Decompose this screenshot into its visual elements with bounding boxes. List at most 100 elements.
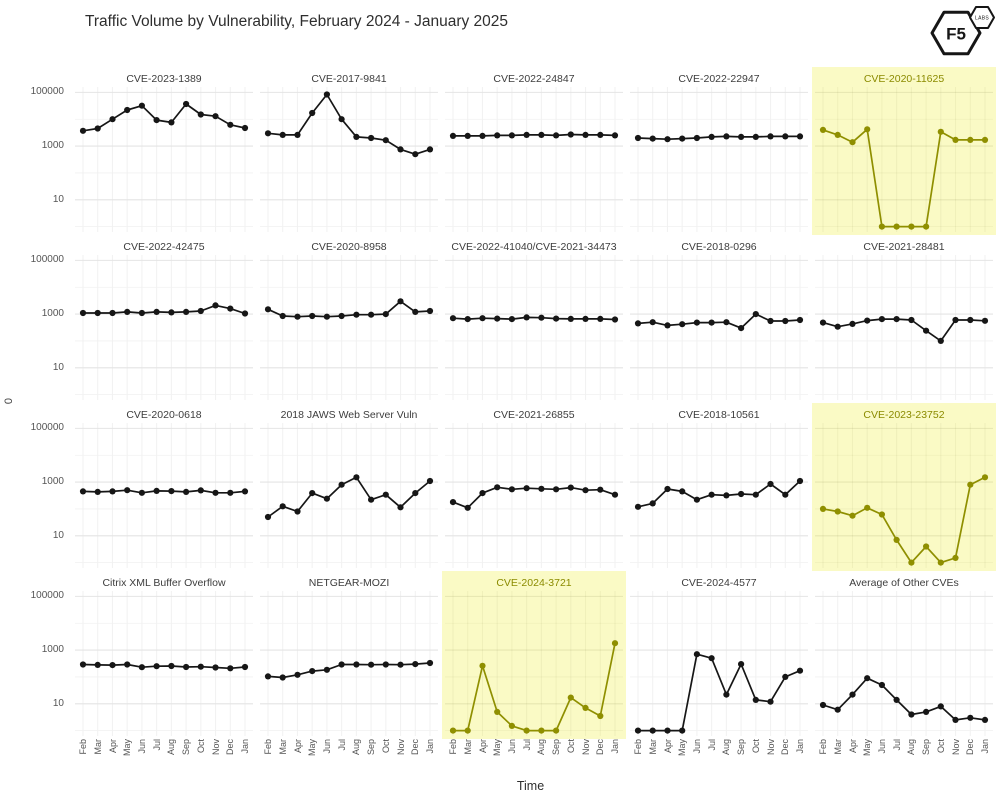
data-point [597,712,604,720]
data-point [523,727,530,734]
x-tick-label: Sep [366,739,377,756]
facet-plot [630,591,808,736]
series-line [267,93,431,156]
data-point [508,486,515,493]
facet-title: CVE-2024-4577 [681,576,757,589]
x-tick-label: Aug [721,739,732,756]
data-point [582,315,589,322]
facet-plot [445,423,623,568]
data-point [479,662,486,669]
data-point [611,640,619,647]
data-point [279,674,286,681]
series-line [452,316,616,321]
x-tick-label: Jan [980,739,990,754]
x-tick-label: Jan [425,739,435,754]
data-point [264,130,272,137]
data-point [834,323,841,330]
data-point [649,727,656,734]
x-tick-label: Oct [935,739,946,754]
x-tick-label: Mar [462,739,473,755]
facet-title: Average of Other CVEs [849,576,959,589]
data-point [338,116,345,123]
data-point [796,133,804,140]
data-point [937,128,944,135]
data-point [138,309,145,317]
y-tick-label: 10 [52,697,64,709]
series-line [822,318,986,342]
data-point [567,131,574,138]
facet-plot [630,255,808,400]
data-point [109,662,116,669]
y-tick-label: 10 [52,361,64,373]
x-tick-label: Feb [263,739,273,755]
y-tick-label: 100000 [30,422,64,434]
facet-cve-2021-26855: CVE-2021-26855 [445,406,623,568]
data-point [124,308,131,315]
facet-netgear-mozi: NETGEAR-MOZI [260,574,438,736]
data-point [212,302,219,309]
data-point [782,673,789,680]
x-tick-label: Jul [151,739,162,751]
facet-citrix-xml-buffer-overflow: Citrix XML Buffer Overflow [75,574,253,736]
data-point [138,489,145,496]
data-point [323,495,330,502]
facet-average-of-other-cves: Average of Other CVEs [815,574,993,736]
data-point [649,319,656,326]
data-point [508,722,515,729]
data-point [893,316,900,323]
data-point [708,491,715,498]
data-point [94,661,101,668]
data-point [723,319,730,326]
logo-badge-hexagon [969,6,995,29]
x-tick-label: Jun [136,739,147,754]
data-point [693,496,700,503]
data-point [197,487,204,494]
x-tick-label: Jun [506,739,517,754]
x-axis-title: Time [516,779,545,793]
data-point [819,701,827,709]
data-point [479,490,486,497]
facet-title: CVE-2022-22947 [678,72,760,85]
data-point [241,663,249,671]
data-point [323,91,330,98]
data-point [294,131,301,138]
x-tick-label: Nov [765,739,776,756]
facet-cve-2020-8958: CVE-2020-8958 [260,238,438,400]
data-point [109,309,116,317]
facet-plot [445,591,623,736]
data-point [738,133,745,140]
data-point [449,499,457,506]
data-point [153,117,160,124]
data-point [309,109,316,117]
data-point [664,485,671,493]
x-tick-label: Jan [795,739,805,754]
data-point [79,488,87,495]
data-point [212,113,219,120]
data-point [426,477,434,485]
data-point [981,136,989,143]
facet-cve-2020-0618: CVE-2020-0618 [75,406,253,568]
data-point [849,320,856,327]
data-point [494,484,501,491]
data-point [878,511,885,518]
data-point [952,316,959,324]
data-point [538,131,545,138]
x-tick-label: Jun [691,739,702,754]
facet-title: CVE-2017-9841 [311,72,387,85]
facet-plot [815,591,993,736]
x-tick-label: Feb [633,739,643,755]
data-point [523,314,530,321]
facet-plot [260,255,438,400]
data-point [79,127,87,134]
facet-title: CVE-2023-1389 [126,72,202,85]
data-point [582,704,589,711]
facet-cve-2022-24847: CVE-2022-24847 [445,70,623,232]
data-point [368,496,375,503]
series-line [637,480,801,508]
y-tick-label: 100000 [30,86,64,98]
facet-plot [445,255,623,400]
series-line [822,128,985,228]
data-point [767,480,774,488]
x-tick-label: Aug [536,739,547,756]
x-tick-label: May [122,739,133,757]
